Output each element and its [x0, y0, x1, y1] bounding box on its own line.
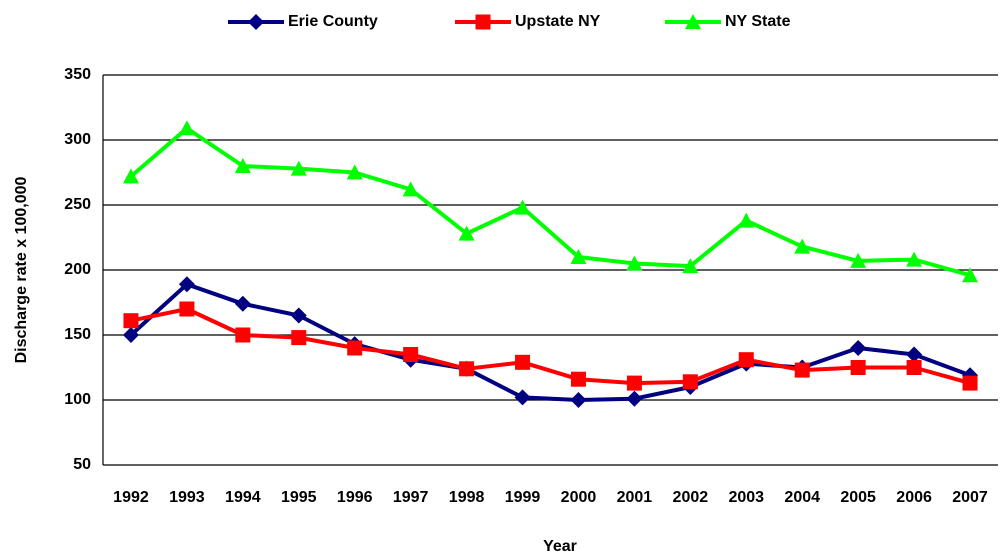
- x-tick-label: 1995: [281, 489, 317, 506]
- data-point: [178, 276, 195, 293]
- y-tick-label: 50: [73, 456, 91, 473]
- y-tick-label: 350: [64, 66, 91, 83]
- data-point: [291, 330, 307, 346]
- data-point: [514, 199, 531, 215]
- legend-marker: [475, 14, 491, 30]
- x-tick-label: 2007: [952, 489, 988, 506]
- x-tick-label: 1996: [337, 489, 373, 506]
- data-point: [402, 181, 419, 197]
- x-tick-label: 1998: [449, 489, 485, 506]
- data-point: [738, 352, 754, 368]
- data-point: [459, 361, 475, 377]
- x-tick-label: 2005: [840, 489, 876, 506]
- data-point: [179, 301, 195, 317]
- legend-marker: [248, 14, 264, 30]
- x-tick-label: 1992: [113, 489, 149, 506]
- data-point: [122, 327, 139, 343]
- data-point: [570, 371, 586, 387]
- data-point: [570, 392, 587, 408]
- data-point: [290, 307, 307, 324]
- x-tick-label: 1994: [225, 489, 261, 506]
- data-point: [514, 389, 531, 406]
- data-point: [962, 375, 978, 391]
- data-point: [626, 255, 643, 271]
- data-point: [234, 158, 251, 173]
- legend-label: Erie County: [288, 13, 378, 30]
- data-point: [626, 375, 642, 391]
- data-point: [235, 327, 251, 343]
- x-tick-label: 2004: [784, 489, 820, 506]
- x-tick-label: 1999: [505, 489, 541, 506]
- data-point: [403, 347, 419, 362]
- x-tick-label: 2000: [561, 489, 597, 506]
- legend-marker: [685, 14, 701, 29]
- data-point: [682, 258, 699, 274]
- data-point: [178, 120, 195, 136]
- x-tick-label: 2001: [617, 489, 653, 506]
- data-point: [570, 249, 587, 264]
- y-tick-label: 100: [64, 391, 91, 408]
- y-axis-title: Discharge rate x 100,000: [13, 177, 30, 364]
- data-point: [850, 340, 867, 356]
- series-line: [129, 126, 971, 278]
- x-tick-label: 1997: [393, 489, 429, 506]
- legend-label: Upstate NY: [515, 13, 601, 30]
- data-point: [346, 164, 363, 180]
- data-point: [234, 295, 251, 312]
- data-point: [458, 225, 475, 241]
- x-tick-label: 2002: [673, 489, 709, 506]
- data-point: [682, 374, 698, 390]
- x-tick-label: 1993: [169, 489, 205, 506]
- data-point: [962, 267, 979, 283]
- data-point: [122, 168, 139, 184]
- y-tick-label: 250: [64, 196, 91, 213]
- data-point: [738, 212, 755, 228]
- data-point: [347, 340, 363, 356]
- series-line: [130, 307, 971, 386]
- data-point: [515, 354, 531, 370]
- y-tick-label: 200: [64, 261, 91, 278]
- data-point: [123, 313, 139, 329]
- x-tick-label: 2006: [896, 489, 932, 506]
- data-point: [850, 360, 866, 375]
- y-tick-label: 150: [64, 326, 91, 343]
- data-point: [906, 251, 923, 267]
- data-point: [906, 346, 923, 363]
- legend-label: NY State: [725, 13, 791, 30]
- data-point: [794, 362, 810, 378]
- y-tick-label: 300: [64, 131, 91, 148]
- data-point: [794, 238, 811, 254]
- data-point: [906, 360, 922, 375]
- data-point: [290, 160, 307, 176]
- data-point: [850, 252, 867, 268]
- data-point: [626, 390, 643, 407]
- x-tick-label: 2003: [728, 489, 764, 506]
- x-axis-title: Year: [543, 538, 577, 555]
- series-line: [129, 282, 971, 402]
